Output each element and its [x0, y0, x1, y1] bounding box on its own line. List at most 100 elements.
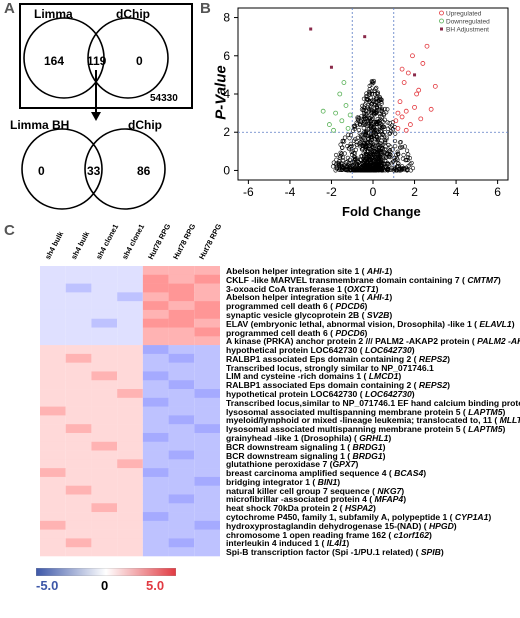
heatmap-cell	[194, 345, 220, 355]
venn-bottom-right-only: 86	[137, 164, 151, 178]
scatter-point	[389, 161, 394, 166]
scatter-point	[398, 139, 403, 145]
heatmap-cell	[91, 353, 118, 363]
heatmap-cell	[168, 476, 195, 486]
heatmap-cell	[91, 380, 118, 390]
heatmap-cell	[117, 389, 143, 399]
heatmap-cell	[91, 494, 118, 504]
heatmap-cell	[168, 301, 195, 311]
heatmap-cell	[65, 547, 92, 557]
heatmap-cell	[65, 397, 92, 407]
nonsignificant-points	[330, 78, 416, 173]
heatmap-cell	[40, 274, 66, 284]
scatter-point	[367, 118, 373, 123]
scatter-point	[377, 97, 383, 102]
scatter-point	[378, 159, 383, 164]
scatter-point	[342, 135, 348, 140]
gene-label: myeloid/lymphoid or mixed -lineage leuke…	[226, 415, 520, 426]
heatmap-cell	[91, 371, 118, 381]
heatmap-cell	[91, 538, 118, 548]
scatter-point	[337, 159, 342, 164]
scatter-point	[385, 120, 390, 125]
heatmap-cell	[117, 266, 143, 276]
heatmap-cell	[194, 415, 220, 425]
heatmap-cell	[194, 397, 220, 407]
x-tick-label: 2	[411, 185, 418, 199]
heatmap-cell	[117, 353, 143, 363]
scatter-point	[398, 145, 403, 150]
heatmap-cell	[91, 485, 118, 495]
heatmap	[40, 266, 220, 557]
scatter-point	[348, 164, 353, 169]
heatmap-cell	[142, 345, 169, 355]
heatmap-cell	[65, 459, 92, 469]
heatmap-cell	[142, 362, 169, 372]
scatter-point	[331, 160, 336, 165]
scatter-point	[357, 121, 362, 127]
scatter-point	[379, 106, 385, 111]
scatter-point	[393, 157, 398, 163]
gene-label: microfibrillar -associated protein 4 ( M…	[226, 494, 407, 505]
heatmap-cell	[65, 415, 92, 425]
heatmap-cell	[194, 485, 220, 495]
heatmap-cell	[91, 529, 118, 539]
scatter-point	[364, 94, 370, 99]
heatmap-cell	[142, 424, 169, 434]
scatter-point	[404, 167, 410, 173]
scatter-point	[375, 150, 380, 155]
scatter-point	[372, 112, 377, 117]
heatmap-cell	[117, 512, 143, 522]
panel-c: sh4 bulk sh4 bulk sh4 clone1 sh4 clone1 Hut7…	[0, 222, 520, 618]
venn-bottom-left-circle	[21, 128, 103, 210]
heatmap-cell	[117, 301, 143, 311]
scatter-point	[403, 108, 409, 114]
heatmap-cell	[194, 520, 220, 530]
scatter-point	[351, 138, 357, 143]
heatmap-cell	[194, 380, 220, 390]
scatter-point	[384, 154, 389, 160]
gene-label: 3-oxoacid CoA transferase 1 (OXCT1)	[226, 283, 379, 294]
scatter-point	[373, 149, 378, 154]
heatmap-cell	[40, 512, 66, 522]
scatter-point	[362, 121, 367, 126]
scatter-point	[361, 146, 366, 151]
heatmap-cell	[168, 274, 195, 284]
scatter-point	[416, 87, 422, 93]
x-tick-label: -2	[326, 185, 337, 199]
scatter-point	[380, 150, 386, 155]
heatmap-cell	[40, 520, 66, 530]
heatmap-cell	[40, 450, 66, 460]
scatter-point	[382, 106, 388, 112]
heatmap-cell	[194, 274, 220, 284]
heatmap-cell	[142, 547, 169, 557]
scatter-point	[389, 165, 394, 171]
heatmap-cell	[40, 406, 66, 416]
heatmap-cell	[40, 415, 66, 425]
scatter-point	[378, 141, 383, 146]
heatmap-cell	[117, 406, 143, 416]
scatter-point	[366, 139, 371, 145]
heatmap-cell	[117, 503, 143, 513]
heatmap-cell	[142, 529, 169, 539]
scatter-point	[375, 119, 381, 124]
heatmap-cell	[65, 345, 92, 355]
y-tick-label: 4	[223, 87, 230, 101]
scatter-point	[368, 142, 374, 148]
scatter-point	[385, 107, 390, 112]
scatter-point	[376, 168, 381, 173]
scatter-point	[396, 163, 401, 168]
arrow-head	[91, 112, 101, 121]
heatmap-cell	[40, 292, 66, 302]
heatmap-cell	[40, 380, 66, 390]
scatter-point	[370, 124, 376, 130]
gene-label: Abelson helper integration site 1 ( AHI-…	[226, 292, 393, 303]
scatter-point	[390, 147, 395, 152]
venn-top-total: 54330	[150, 93, 178, 104]
gene-label: Spi-B transcription factor (Spi -1/PU.1 …	[226, 547, 444, 558]
heatmap-cell	[91, 336, 118, 346]
scatter-point	[348, 141, 353, 146]
scatter-point	[336, 161, 342, 166]
heatmap-cell	[168, 389, 195, 399]
scatter-point	[358, 136, 363, 141]
